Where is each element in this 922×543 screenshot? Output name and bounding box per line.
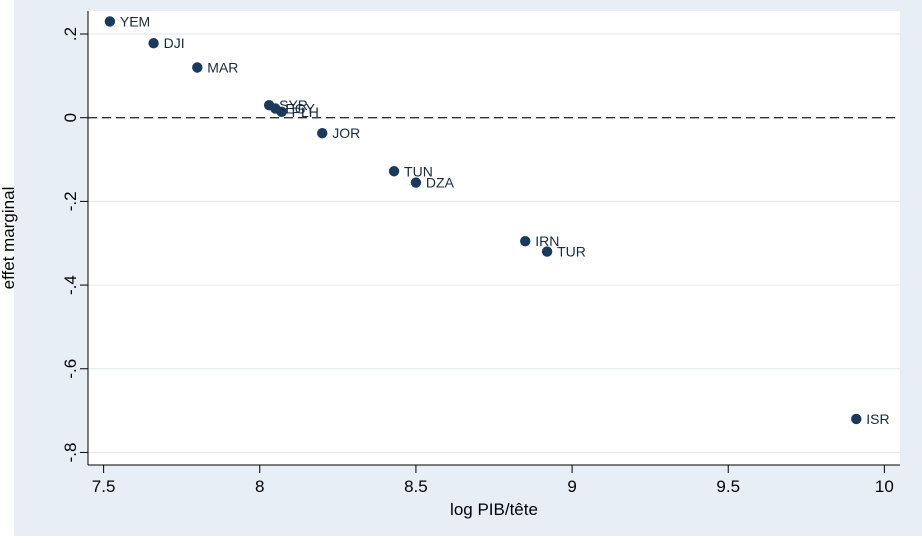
y-tick-label: -.2 xyxy=(61,191,80,211)
point-label: JOR xyxy=(332,125,360,141)
data-point xyxy=(104,16,116,27)
point-label: ISR xyxy=(866,411,889,427)
data-point xyxy=(276,106,287,118)
point-label: DJI xyxy=(164,35,185,51)
data-point xyxy=(541,246,553,257)
point-label: EGY xyxy=(285,100,315,116)
data-point xyxy=(851,413,862,425)
gridlines xyxy=(88,33,900,454)
x-tick-label: 9 xyxy=(567,477,576,496)
data-point xyxy=(388,166,400,177)
x-tick-label: 8 xyxy=(255,477,264,496)
point-label: SYR xyxy=(279,97,308,113)
data-point xyxy=(520,235,531,247)
x-tick-label: 8.5 xyxy=(404,477,428,496)
data-point xyxy=(192,62,203,73)
data-point xyxy=(148,38,159,49)
point-label: IRN xyxy=(535,233,559,249)
point-label: DZA xyxy=(426,175,455,191)
x-tick-label: 9.5 xyxy=(716,477,740,496)
y-axis-title: effet marginal xyxy=(0,187,18,290)
point-label: TUR xyxy=(557,244,586,260)
data-point xyxy=(410,177,422,188)
x-axis-title: log PIB/tête xyxy=(450,500,538,519)
y-tick-label: -.4 xyxy=(61,275,80,295)
data-point xyxy=(317,127,328,139)
data-points xyxy=(104,16,862,425)
y-tick-label: .2 xyxy=(61,27,80,41)
y-tick-label: 0 xyxy=(61,113,80,122)
x-tick-label: 10 xyxy=(875,477,894,496)
point-label: PLH xyxy=(292,104,319,120)
point-label: TUN xyxy=(404,163,433,179)
y-tick-label: -.8 xyxy=(61,443,80,463)
axes: .2 0 -.2 -.4 -.6 -.8 7.5 8 8.5 9 9.5 10 xyxy=(61,11,900,496)
plot-area xyxy=(88,11,900,465)
point-label: YEM xyxy=(120,13,150,29)
point-label: MAR xyxy=(207,59,238,75)
x-tick-label: 7.5 xyxy=(92,477,116,496)
y-tick-label: -.6 xyxy=(61,359,80,379)
